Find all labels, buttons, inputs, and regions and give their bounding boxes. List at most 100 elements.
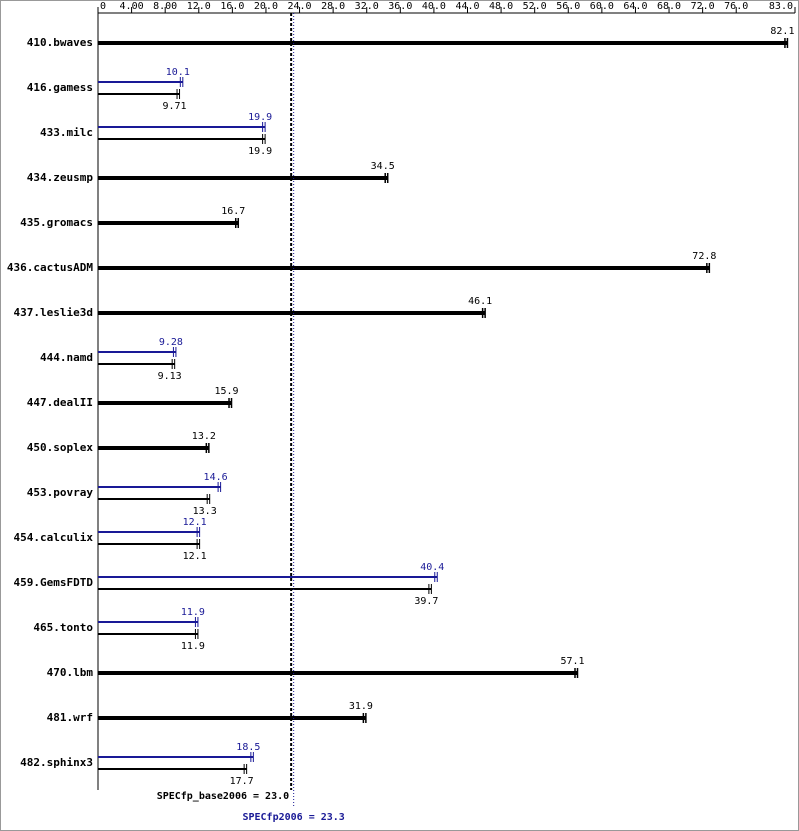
x-tick-label: 4.00 [120, 1, 144, 12]
bar-end-cap [171, 359, 176, 369]
bar-end-cap [234, 218, 239, 228]
bar-end-cap [784, 38, 789, 48]
category-label: 482.sphinx3 [20, 756, 93, 769]
value-label: 13.3 [193, 506, 217, 517]
bar [98, 446, 209, 450]
value-label: 46.1 [468, 296, 492, 307]
category-label: 416.gamess [27, 81, 93, 94]
x-tick-label: 52.0 [523, 1, 547, 12]
category-label: 410.bwaves [27, 36, 93, 49]
bar-end-cap [196, 527, 201, 537]
bar-end-cap [428, 584, 432, 594]
x-tick-label: 44.0 [455, 1, 479, 12]
bar-end-cap [196, 539, 201, 549]
bar [98, 81, 183, 83]
x-tick-label: 72.0 [691, 1, 715, 12]
bar [98, 716, 366, 720]
category-label: 444.namd [40, 351, 93, 364]
bar [98, 531, 200, 533]
x-tick-label: 40.0 [422, 1, 446, 12]
x-tick-label: 60.0 [590, 1, 614, 12]
value-label: 39.7 [414, 596, 438, 607]
value-label: 9.71 [162, 101, 186, 112]
bar-end-cap [179, 77, 184, 87]
value-label: 82.1 [770, 26, 794, 37]
bar [98, 363, 175, 365]
bar [98, 768, 247, 770]
value-label: 15.9 [214, 386, 238, 397]
value-label: 19.9 [248, 146, 272, 157]
bar [98, 756, 254, 758]
reference-label: SPECfp2006 = 23.3 [242, 812, 344, 823]
bar [98, 176, 388, 180]
x-tick-label: 12.0 [187, 1, 211, 12]
x-tick-label: 0 [100, 1, 106, 12]
x-tick-label: 68.0 [657, 1, 681, 12]
bar [98, 93, 180, 95]
x-tick-label: 16.0 [220, 1, 244, 12]
value-label: 34.5 [371, 161, 395, 172]
x-tick-label: 20.0 [254, 1, 278, 12]
category-label: 453.povray [27, 486, 94, 499]
bar-end-cap [243, 764, 248, 774]
category-label: 481.wrf [47, 711, 93, 724]
category-label: 433.milc [40, 126, 93, 139]
category-label: 465.tonto [33, 621, 93, 634]
bar [98, 671, 578, 675]
bar-end-cap [228, 398, 233, 408]
bar [98, 221, 239, 225]
bar-end-cap [206, 494, 211, 504]
x-tick-label: 28.0 [321, 1, 345, 12]
bar [98, 588, 432, 590]
value-label: 9.28 [159, 337, 183, 348]
x-tick-label: 83.0 [769, 1, 793, 12]
x-tick-label: 32.0 [355, 1, 379, 12]
category-label: 437.leslie3d [14, 306, 93, 319]
bar [98, 633, 198, 635]
x-tick-label: 36.0 [388, 1, 412, 12]
bar [98, 498, 210, 500]
category-label: 435.gromacs [20, 216, 93, 229]
bar-end-cap [217, 482, 222, 492]
reference-label: SPECfp_base2006 = 23.0 [157, 791, 289, 802]
bar-end-cap [194, 617, 199, 627]
value-label: 10.1 [166, 67, 190, 78]
category-label: 434.zeusmp [27, 171, 94, 184]
value-label: 14.6 [204, 472, 228, 483]
bar [98, 486, 221, 488]
bar-end-cap [706, 263, 711, 273]
value-label: 16.7 [221, 206, 245, 217]
value-label: 12.1 [183, 551, 207, 562]
bar-end-cap [262, 122, 266, 132]
value-label: 40.4 [420, 562, 444, 573]
x-tick-label: 64.0 [623, 1, 647, 12]
category-label: 436.cactusADM [7, 261, 93, 274]
value-label: 11.9 [181, 607, 205, 618]
bar [98, 138, 266, 140]
bar [98, 401, 232, 405]
value-label: 13.2 [192, 431, 216, 442]
category-label: 454.calculix [14, 531, 94, 544]
value-label: 31.9 [349, 701, 373, 712]
bar-end-cap [481, 308, 486, 318]
value-label: 72.8 [692, 251, 716, 262]
value-label: 57.1 [560, 656, 584, 667]
bar-end-cap [574, 668, 579, 678]
bar [98, 543, 200, 545]
bar-end-cap [205, 443, 210, 453]
bar [98, 266, 710, 270]
value-label: 12.1 [183, 517, 207, 528]
bar [98, 621, 198, 623]
bar [98, 576, 438, 578]
category-label: 450.soplex [27, 441, 94, 454]
bar-end-cap [176, 89, 181, 99]
bar-end-cap [362, 713, 367, 723]
bar-end-cap [384, 173, 389, 183]
bar-end-cap [250, 752, 254, 762]
category-label: 447.dealII [27, 396, 93, 409]
bar-end-cap [172, 347, 177, 357]
x-tick-label: 8.00 [153, 1, 177, 12]
bar [98, 41, 788, 45]
value-label: 18.5 [236, 742, 260, 753]
